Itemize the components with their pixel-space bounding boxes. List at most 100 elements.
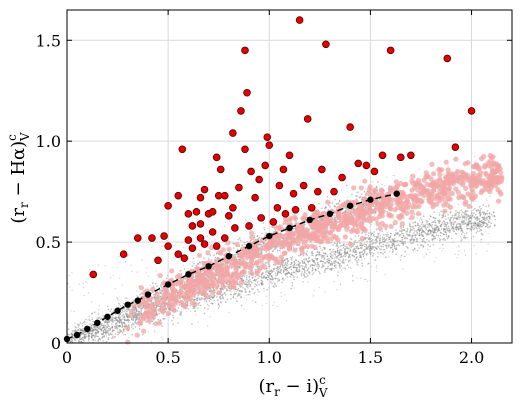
background-point (123, 334, 124, 335)
background-point (249, 294, 251, 296)
background-point (450, 225, 452, 227)
background-point (171, 320, 173, 322)
background-point (230, 290, 232, 292)
background-point (293, 276, 295, 278)
background-point (448, 237, 450, 239)
background-point (298, 255, 300, 257)
background-point (132, 328, 134, 330)
background-point (433, 236, 434, 237)
background-point (119, 326, 121, 328)
background-point (112, 331, 114, 333)
background-point (351, 194, 353, 196)
background-point (85, 334, 87, 336)
background-point (413, 228, 415, 230)
background-point (488, 233, 489, 234)
background-point (68, 283, 69, 284)
background-point (206, 230, 207, 231)
background-point (211, 295, 213, 297)
background-point (417, 244, 419, 246)
background-point (197, 295, 199, 297)
background-point (419, 238, 421, 240)
background-point (434, 261, 435, 262)
background-point (263, 290, 264, 291)
background-point (462, 215, 464, 217)
background-point (482, 212, 484, 214)
background-point (121, 323, 123, 325)
background-point (282, 267, 284, 269)
background-point (254, 286, 256, 288)
background-point (228, 290, 230, 292)
background-point (475, 214, 477, 216)
background-point (351, 239, 353, 241)
background-point (305, 276, 307, 278)
background-point (352, 250, 354, 252)
background-point (177, 318, 178, 319)
background-point (360, 278, 361, 279)
background-point (304, 262, 306, 264)
background-point (379, 240, 381, 242)
background-point (320, 247, 321, 248)
background-point (335, 267, 337, 269)
background-point (313, 295, 314, 296)
background-point (287, 260, 289, 262)
background-point (477, 224, 479, 226)
background-point (296, 273, 297, 274)
background-point (155, 283, 157, 285)
background-point (460, 224, 462, 226)
background-point (399, 230, 401, 232)
background-point (75, 327, 77, 329)
background-point (360, 196, 362, 198)
background-point (294, 264, 296, 266)
background-point (373, 234, 375, 236)
background-point (122, 322, 124, 324)
background-point (348, 261, 350, 263)
background-point (475, 227, 477, 229)
background-point (305, 259, 307, 261)
background-point (418, 247, 420, 249)
background-point (238, 288, 240, 290)
background-point (98, 317, 100, 319)
background-point (343, 245, 345, 247)
background-point (422, 235, 424, 237)
background-point (444, 239, 446, 241)
background-point (281, 296, 282, 297)
background-point (494, 219, 496, 221)
background-point (356, 246, 358, 248)
background-point (339, 254, 341, 256)
background-point (442, 250, 443, 251)
background-point (345, 255, 347, 257)
background-point (334, 242, 336, 244)
background-point (455, 210, 457, 212)
background-point (396, 245, 398, 247)
background-point (294, 267, 296, 269)
background-point (277, 269, 279, 271)
background-point (425, 227, 426, 228)
background-point (170, 339, 171, 340)
background-point (156, 285, 158, 287)
background-point (441, 233, 443, 235)
background-point (464, 233, 465, 234)
background-point (122, 332, 124, 334)
background-point (462, 231, 464, 233)
background-point (318, 203, 320, 205)
background-point (192, 307, 194, 309)
background-point (311, 270, 313, 272)
background-point (277, 266, 279, 268)
background-point (83, 287, 84, 288)
background-point (228, 312, 229, 313)
background-point (376, 248, 378, 250)
background-point (415, 237, 417, 239)
background-point (479, 228, 481, 230)
background-point (353, 243, 355, 245)
background-point (466, 226, 468, 228)
background-point (338, 247, 340, 249)
background-point (133, 316, 135, 318)
background-point (126, 308, 128, 310)
background-point (128, 321, 130, 323)
background-point (303, 268, 305, 270)
background-point (279, 250, 281, 252)
background-point (162, 339, 163, 340)
background-point (402, 268, 403, 269)
background-point (142, 260, 143, 261)
background-point (183, 265, 184, 266)
